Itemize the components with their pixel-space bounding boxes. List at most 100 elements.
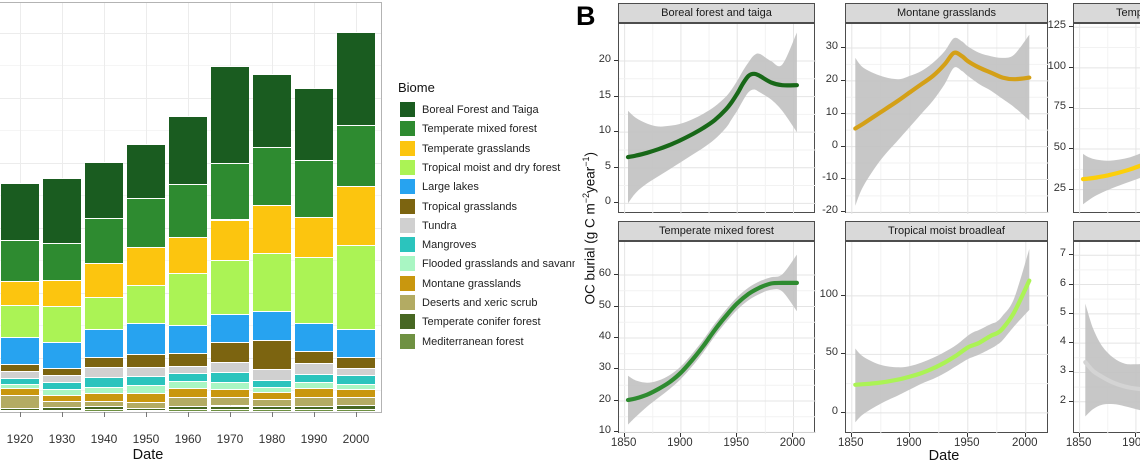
confidence-band bbox=[1085, 303, 1140, 417]
facet-plot bbox=[1073, 23, 1140, 214]
y-tick-label: 5 bbox=[604, 159, 611, 172]
bar-segment-mediterranean-forest-1940 bbox=[85, 408, 123, 411]
y-tick bbox=[1069, 66, 1073, 68]
legend-label: Mangroves bbox=[422, 239, 477, 252]
bar-segment-tropical-grasslands-1990 bbox=[295, 351, 333, 363]
x-tick-label: 1900 bbox=[667, 437, 693, 449]
bar-segment-mangroves-1940 bbox=[85, 376, 123, 387]
x-tick bbox=[314, 412, 315, 417]
legend-label: Montane grasslands bbox=[422, 277, 522, 290]
confidence-band bbox=[628, 254, 797, 425]
confidence-band bbox=[855, 249, 1030, 423]
bar-segment-mediterranean-forest-1990 bbox=[295, 409, 333, 411]
bar-segment-tropical-grasslands-1940 bbox=[85, 356, 123, 367]
legend-swatch bbox=[400, 314, 415, 330]
bar-segment-temperate-grasslands-1970 bbox=[211, 219, 249, 260]
bar-segment-mediterranean-forest-1920 bbox=[1, 409, 39, 411]
legend-swatch bbox=[400, 275, 415, 291]
x-tick-label: 1900 bbox=[1122, 437, 1140, 449]
facet-header-label: Tropical moist broadleaf bbox=[888, 225, 1005, 237]
x-tick bbox=[623, 433, 625, 437]
bar-segment-mediterranean-forest-1930 bbox=[43, 410, 81, 411]
facet-header-label: Montane grasslands bbox=[896, 7, 997, 19]
facet-plot-svg bbox=[619, 24, 816, 214]
bar-segment-flooded-grasslands-and-savannas-1970 bbox=[211, 382, 249, 389]
y-tick bbox=[614, 274, 618, 276]
facet-plot-svg bbox=[846, 242, 1049, 434]
y-tick bbox=[1069, 312, 1073, 314]
bar-segment-tundra-1970 bbox=[211, 362, 249, 373]
facet-header-label: Temp bbox=[1116, 7, 1140, 19]
chartA-x-axis-label: Date bbox=[132, 447, 164, 463]
facet-header-temp: Temp bbox=[1073, 3, 1140, 23]
x-tick-label: 1950 bbox=[723, 437, 749, 449]
bar-segment-tropical-grasslands-1930 bbox=[43, 368, 81, 375]
bar-segment-boreal-forest-and-taiga-1930 bbox=[43, 177, 81, 243]
bar-segment-tundra-1950 bbox=[127, 367, 165, 376]
bar-segment-temperate-mixed-forest-1950 bbox=[127, 198, 165, 247]
trend-line bbox=[625, 280, 799, 403]
bar-segment-flooded-grasslands-and-savannas-1950 bbox=[127, 385, 165, 393]
y-tick bbox=[614, 131, 618, 133]
bar-segment-boreal-forest-and-taiga-2000 bbox=[337, 32, 375, 125]
y-tick bbox=[614, 368, 618, 370]
bar-segment-montane-grasslands-1980 bbox=[253, 392, 291, 399]
legend-label: Tropical moist and dry forest bbox=[422, 161, 561, 174]
y-tick-label: 0 bbox=[831, 138, 838, 151]
y-tick-label: 4 bbox=[1059, 335, 1066, 348]
bar-segment-large-lakes-1980 bbox=[253, 311, 291, 340]
y-tick-label: 50 bbox=[598, 298, 611, 311]
legend-label: Temperate grasslands bbox=[422, 142, 531, 155]
bar-segment-temperate-conifer-forest-1920 bbox=[1, 407, 39, 410]
y-tick-label: 40 bbox=[598, 330, 611, 342]
y-tick-label: 50 bbox=[1053, 141, 1066, 154]
x-tick-label: 1900 bbox=[896, 437, 922, 449]
y-tick bbox=[614, 60, 618, 61]
y-tick-label: 100 bbox=[819, 287, 838, 300]
x-tick bbox=[1024, 433, 1026, 437]
bar-segment-montane-grasslands-1940 bbox=[85, 393, 123, 401]
bar-segment-temperate-mixed-forest-1960 bbox=[169, 183, 207, 237]
y-tick bbox=[614, 305, 618, 307]
legend-label: Tropical grasslands bbox=[422, 200, 517, 213]
y-tick-label: 0 bbox=[831, 404, 838, 417]
confidence-band bbox=[1083, 153, 1140, 205]
h-gridline-minor bbox=[0, 65, 381, 66]
x-tick bbox=[966, 433, 968, 437]
x-tick bbox=[1134, 433, 1136, 437]
y-tick bbox=[841, 112, 845, 114]
x-tick-label: 1970 bbox=[216, 432, 244, 446]
bar-segment-temperate-conifer-forest-1930 bbox=[43, 407, 81, 410]
bar-segment-mediterranean-forest-1960 bbox=[169, 409, 207, 411]
bar-segment-temperate-mixed-forest-1980 bbox=[253, 147, 291, 205]
facet-header-montane-grasslands: Montane grasslands bbox=[845, 3, 1048, 23]
facet-header-label: Temperate mixed forest bbox=[659, 225, 774, 237]
bar-segment-tropical-grasslands-2000 bbox=[337, 357, 375, 368]
bar-segment-flooded-grasslands-and-savannas-1960 bbox=[169, 380, 207, 389]
y-tick bbox=[614, 95, 618, 97]
x-tick bbox=[736, 433, 738, 437]
bar-segment-deserts-and-xeric-scrub-1960 bbox=[169, 396, 207, 406]
y-tick-label: 3 bbox=[1059, 364, 1066, 377]
bar-segment-deserts-and-xeric-scrub-1930 bbox=[43, 401, 81, 408]
bar-segment-temperate-grasslands-1950 bbox=[127, 246, 165, 285]
x-tick-label: 1980 bbox=[258, 432, 286, 446]
y-tick-label: 30 bbox=[825, 39, 838, 52]
x-tick bbox=[679, 433, 681, 437]
bar-segment-temperate-mixed-forest-1920 bbox=[1, 240, 39, 281]
y-tick-label: 125 bbox=[1047, 19, 1066, 32]
y-tick bbox=[841, 145, 845, 147]
bar-segment-tundra-1920 bbox=[1, 371, 39, 378]
bar-segment-tundra-1980 bbox=[253, 369, 291, 380]
legend-label: Tundra bbox=[422, 219, 457, 232]
y-tick bbox=[1069, 371, 1073, 373]
bar-segment-tropical-moist-and-dry-forest-1940 bbox=[85, 296, 123, 329]
y-tick-label: 100 bbox=[1047, 59, 1066, 72]
y-tick-label: 20 bbox=[598, 53, 611, 65]
bar-segment-tropical-grasslands-1980 bbox=[253, 340, 291, 369]
x-tick bbox=[104, 412, 105, 417]
x-tick-label: 1850 bbox=[610, 437, 637, 449]
legend-label: Temperate mixed forest bbox=[422, 123, 537, 136]
x-tick-label: 2000 bbox=[342, 432, 370, 446]
x-tick-label: 1940 bbox=[90, 432, 118, 446]
